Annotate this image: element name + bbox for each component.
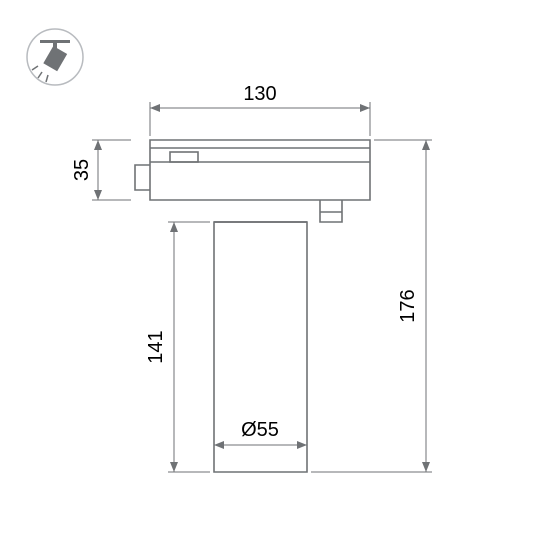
dim-width-top-value: 130 <box>243 83 276 105</box>
dim-height-adapter: 35 <box>71 140 131 200</box>
dim-diameter-value: Ø55 <box>241 419 279 441</box>
dim-height-total-value: 176 <box>397 289 419 322</box>
dim-height-total: 176 <box>311 140 432 472</box>
dim-height-adapter-value: 35 <box>71 159 93 181</box>
dim-height-cylinder: 141 <box>145 222 210 472</box>
dim-height-cylinder-value: 141 <box>145 330 167 363</box>
dim-width-top: 130 <box>150 83 370 136</box>
dim-diameter: Ø55 <box>214 419 307 468</box>
dimension-drawing: 130 35 141 176 Ø55 <box>0 0 555 555</box>
product-icon <box>27 29 83 85</box>
